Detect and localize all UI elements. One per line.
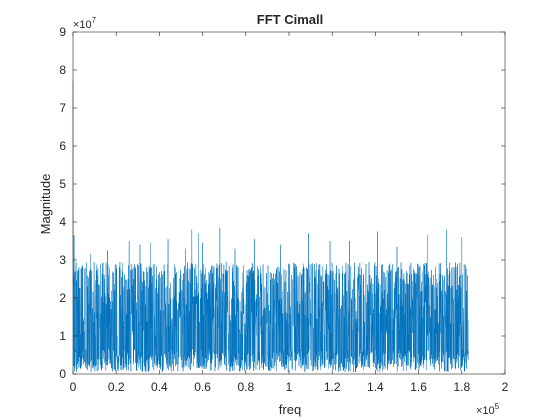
y-multiplier: ×107 bbox=[73, 16, 97, 31]
x-multiplier-exponent: 5 bbox=[495, 402, 500, 411]
x-tick-label: 0.4 bbox=[151, 380, 168, 394]
x-tick-label: 0.8 bbox=[237, 380, 254, 394]
y-axis-label: Magnitude bbox=[38, 174, 53, 235]
x-tick-label: 1.6 bbox=[410, 380, 427, 394]
x-tick-label: 1.4 bbox=[367, 380, 384, 394]
x-tick-label: 0.6 bbox=[194, 380, 211, 394]
chart-title: FFT Cimall bbox=[257, 12, 323, 27]
y-tick-label: 5 bbox=[59, 177, 66, 191]
y-tick-label: 1 bbox=[59, 329, 66, 343]
x-tick-label: 2 bbox=[502, 380, 509, 394]
y-tick-label: 7 bbox=[59, 101, 66, 115]
y-multiplier-base: ×10 bbox=[73, 19, 92, 31]
y-tick-label: 8 bbox=[59, 63, 66, 77]
x-multiplier: ×105 bbox=[476, 402, 500, 417]
y-tick-label: 4 bbox=[59, 215, 66, 229]
x-tick-label: 0.2 bbox=[108, 380, 125, 394]
x-axis-label: freq bbox=[279, 402, 301, 417]
tick-layer: 0 0.2 0.4 0.6 0.8 1 1.2 1.4 1.6 1.8 2 0 1 2 3 4 5 6 7 8 9 bbox=[59, 25, 508, 394]
series-layer bbox=[72, 81, 469, 373]
x-multiplier-base: ×10 bbox=[476, 405, 495, 417]
x-tick-label: 0 bbox=[70, 380, 77, 394]
x-tick-label: 1.8 bbox=[453, 380, 470, 394]
x-tick-label: 1.2 bbox=[324, 380, 341, 394]
fft-magnitude-line bbox=[72, 81, 469, 373]
y-tick-label: 9 bbox=[59, 25, 66, 39]
y-tick-label: 6 bbox=[59, 139, 66, 153]
y-tick-label: 2 bbox=[59, 291, 66, 305]
x-tick-label: 1 bbox=[286, 380, 293, 394]
y-tick-label: 0 bbox=[59, 367, 66, 381]
y-tick-label: 3 bbox=[59, 253, 66, 267]
y-multiplier-exponent: 7 bbox=[92, 16, 97, 25]
